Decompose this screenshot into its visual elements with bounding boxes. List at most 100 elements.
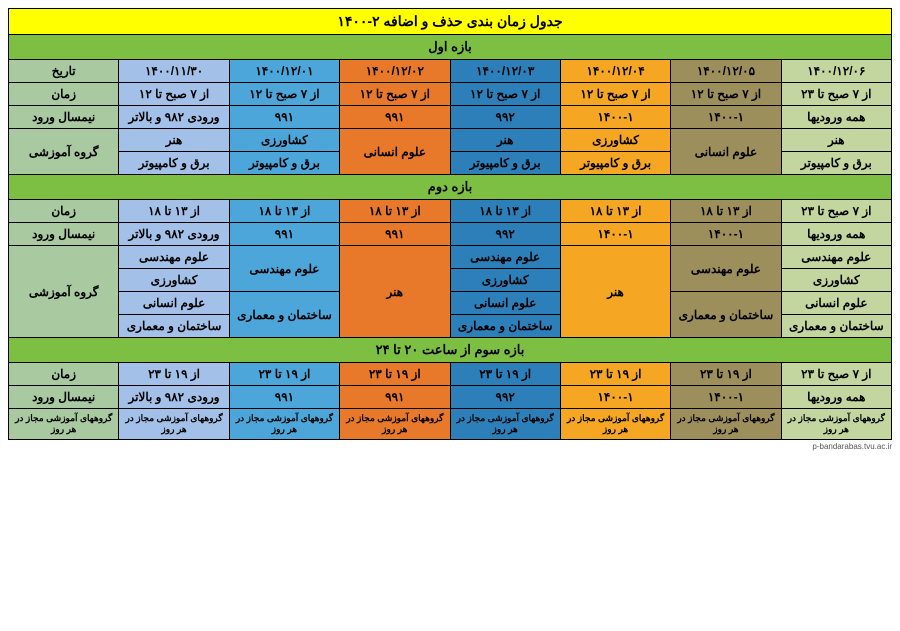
schedule-table: جدول زمان بندی حذف و اضافه ۲-۱۴۰۰ بازه ا… — [8, 8, 892, 440]
cell-group: علوم مهندسی — [781, 246, 891, 269]
row-group-3: گروههای آموزشی مجاز در هر روز گروههای آم… — [9, 409, 892, 440]
cell-sem: ۱۴۰۰-۱ — [560, 386, 670, 409]
cell-group: علوم انسانی — [671, 129, 781, 175]
cell-group: برق و کامپیوتر — [229, 152, 339, 175]
section-2-label: بازه دوم — [9, 175, 892, 200]
cell-date: ۱۴۰۰/۱۲/۰۱ — [229, 60, 339, 83]
header-sem: نیمسال ورود — [9, 106, 119, 129]
cell-group: علوم مهندسی — [450, 246, 560, 269]
cell-date: ۱۴۰۰/۱۲/۰۵ — [671, 60, 781, 83]
cell-time: از ۷ صبح تا ۱۲ — [229, 83, 339, 106]
cell-group: گروههای آموزشی مجاز در هر روز — [340, 409, 450, 440]
table-title: جدول زمان بندی حذف و اضافه ۲-۱۴۰۰ — [9, 9, 892, 35]
cell-date: ۱۴۰۰/۱۱/۳۰ — [119, 60, 229, 83]
cell-time: از ۱۹ تا ۲۳ — [671, 363, 781, 386]
row-group-2c: علوم انسانی ساختمان و معماری علوم انسانی… — [9, 292, 892, 315]
cell-time: از ۱۳ تا ۱۸ — [671, 200, 781, 223]
cell-group: علوم انسانی — [450, 292, 560, 315]
cell-sem: همه ورودیها — [781, 223, 891, 246]
cell-group: علوم مهندسی — [671, 246, 781, 292]
cell-group: ساختمان و معماری — [781, 315, 891, 338]
cell-sem: ۱۴۰۰-۱ — [560, 223, 670, 246]
cell-group: علوم انسانی — [119, 292, 229, 315]
header-group: گروه آموزشی — [9, 246, 119, 338]
cell-time: از ۷ صبح تا ۱۲ — [560, 83, 670, 106]
cell-sem: ۹۹۱ — [340, 223, 450, 246]
header-time: زمان — [9, 200, 119, 223]
cell-group: هنر — [560, 246, 670, 338]
row-dates: ۱۴۰۰/۱۲/۰۶ ۱۴۰۰/۱۲/۰۵ ۱۴۰۰/۱۲/۰۴ ۱۴۰۰/۱۲… — [9, 60, 892, 83]
cell-sem: ورودی ۹۸۲ و بالاتر — [119, 223, 229, 246]
cell-time: از ۷ صبح تا ۱۲ — [450, 83, 560, 106]
cell-group: هنر — [119, 129, 229, 152]
cell-group: برق و کامپیوتر — [119, 152, 229, 175]
cell-group: کشاورزی — [450, 269, 560, 292]
cell-group: کشاورزی — [781, 269, 891, 292]
cell-group: گروههای آموزشی مجاز در هر روز — [450, 409, 560, 440]
cell-time: از ۱۳ تا ۱۸ — [229, 200, 339, 223]
section-1-label: بازه اول — [9, 35, 892, 60]
cell-group: برق و کامپیوتر — [781, 152, 891, 175]
cell-group: گروههای آموزشی مجاز در هر روز — [119, 409, 229, 440]
cell-time: از ۷ صبح تا ۲۳ — [781, 200, 891, 223]
cell-group: ساختمان و معماری — [450, 315, 560, 338]
cell-time: از ۷ صبح تا ۲۳ — [781, 83, 891, 106]
header-time: زمان — [9, 363, 119, 386]
cell-group: علوم انسانی — [340, 129, 450, 175]
row-time-3: از ۷ صبح تا ۲۳ از ۱۹ تا ۲۳ از ۱۹ تا ۲۳ ا… — [9, 363, 892, 386]
cell-sem: ورودی ۹۸۲ و بالاتر — [119, 106, 229, 129]
header-date: تاریخ — [9, 60, 119, 83]
cell-time: از ۱۹ تا ۲۳ — [560, 363, 670, 386]
row-group-1a: هنر علوم انسانی کشاورزی هنر علوم انسانی … — [9, 129, 892, 152]
header-group: گروه آموزشی — [9, 129, 119, 175]
cell-date: ۱۴۰۰/۱۲/۰۳ — [450, 60, 560, 83]
cell-group: کشاورزی — [560, 129, 670, 152]
cell-time: از ۱۹ تا ۲۳ — [450, 363, 560, 386]
footer-url: p-bandarabas.tvu.ac.ir — [8, 442, 892, 451]
cell-time: از ۱۹ تا ۲۳ — [229, 363, 339, 386]
cell-group: علوم مهندسی — [229, 246, 339, 292]
cell-group: ساختمان و معماری — [119, 315, 229, 338]
cell-date: ۱۴۰۰/۱۲/۰۴ — [560, 60, 670, 83]
cell-sem: ۹۹۱ — [229, 386, 339, 409]
row-time-2: از ۷ صبح تا ۲۳ از ۱۳ تا ۱۸ از ۱۳ تا ۱۸ ا… — [9, 200, 892, 223]
cell-sem: همه ورودیها — [781, 106, 891, 129]
cell-time: از ۱۳ تا ۱۸ — [340, 200, 450, 223]
cell-time: از ۷ صبح تا ۱۲ — [671, 83, 781, 106]
section-1-header: بازه اول — [9, 35, 892, 60]
cell-group: علوم انسانی — [781, 292, 891, 315]
row-sem-2: همه ورودیها ۱۴۰۰-۱ ۱۴۰۰-۱ ۹۹۲ ۹۹۱ ۹۹۱ ور… — [9, 223, 892, 246]
cell-group: برق و کامپیوتر — [450, 152, 560, 175]
cell-time: از ۷ صبح تا ۱۲ — [340, 83, 450, 106]
cell-date: ۱۴۰۰/۱۲/۰۲ — [340, 60, 450, 83]
cell-time: از ۷ صبح تا ۲۳ — [781, 363, 891, 386]
cell-sem: ۱۴۰۰-۱ — [560, 106, 670, 129]
cell-sem: ۹۹۲ — [450, 223, 560, 246]
cell-sem: ۹۹۲ — [450, 106, 560, 129]
cell-group: ساختمان و معماری — [671, 292, 781, 338]
row-sem-3: همه ورودیها ۱۴۰۰-۱ ۱۴۰۰-۱ ۹۹۲ ۹۹۱ ۹۹۱ ور… — [9, 386, 892, 409]
cell-sem: ۹۹۲ — [450, 386, 560, 409]
cell-sem: ۱۴۰۰-۱ — [671, 106, 781, 129]
cell-group: گروههای آموزشی مجاز در هر روز — [781, 409, 891, 440]
cell-sem: ۹۹۱ — [229, 223, 339, 246]
cell-time: از ۱۳ تا ۱۸ — [560, 200, 670, 223]
cell-time: از ۱۳ تا ۱۸ — [119, 200, 229, 223]
cell-sem: ۹۹۱ — [229, 106, 339, 129]
cell-sem: ورودی ۹۸۲ و بالاتر — [119, 386, 229, 409]
cell-group: گروههای آموزشی مجاز در هر روز — [560, 409, 670, 440]
title-row: جدول زمان بندی حذف و اضافه ۲-۱۴۰۰ — [9, 9, 892, 35]
cell-sem: ۹۹۱ — [340, 106, 450, 129]
header-time: زمان — [9, 83, 119, 106]
section-2-header: بازه دوم — [9, 175, 892, 200]
cell-group: ساختمان و معماری — [229, 292, 339, 338]
header-sem: نیمسال ورود — [9, 386, 119, 409]
cell-group: کشاورزی — [119, 269, 229, 292]
row-time-1: از ۷ صبح تا ۲۳ از ۷ صبح تا ۱۲ از ۷ صبح ت… — [9, 83, 892, 106]
cell-time: از ۱۹ تا ۲۳ — [340, 363, 450, 386]
header-sem: نیمسال ورود — [9, 223, 119, 246]
row-sem-1: همه ورودیها ۱۴۰۰-۱ ۱۴۰۰-۱ ۹۹۲ ۹۹۱ ۹۹۱ ور… — [9, 106, 892, 129]
cell-group: گروههای آموزشی مجاز در هر روز — [671, 409, 781, 440]
section-3-header: بازه سوم از ساعت ۲۰ تا ۲۴ — [9, 338, 892, 363]
cell-group: کشاورزی — [229, 129, 339, 152]
